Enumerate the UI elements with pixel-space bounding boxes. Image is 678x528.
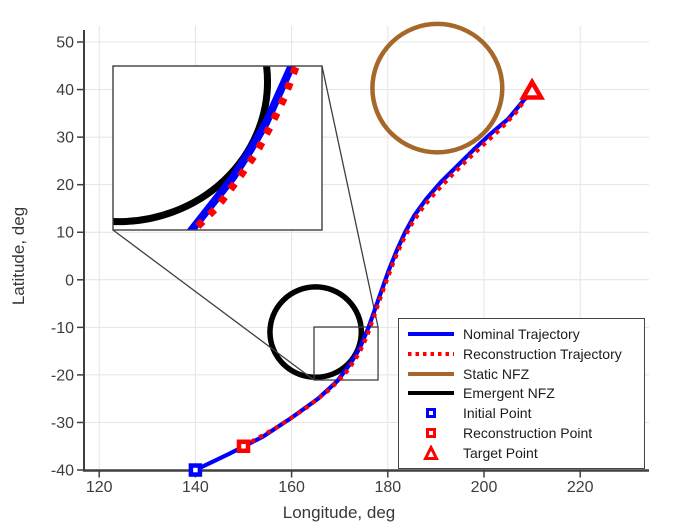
legend: Nominal Trajectory Reconstruction Traject… [398,318,645,469]
legend-swatch-square [426,408,436,419]
y-tick-label: 50 [56,35,74,52]
target-point-marker [519,77,546,100]
x-tick-label: 220 [567,479,594,496]
zoom-connector-line [112,229,315,381]
legend-swatch-triangle [423,444,439,460]
x-tick-label: 200 [471,479,498,496]
initial-point-marker [188,463,203,477]
legend-item-3: Emergent NFZ [406,384,642,402]
x-tick-label: 120 [86,479,113,496]
legend-swatch-line [408,371,454,376]
static-nfz-circle [370,21,505,155]
y-tick-label: 0 [65,272,74,289]
zoom-connector-line [321,65,379,328]
x-tick-label: 160 [278,479,305,496]
inset-box-border [112,65,323,231]
legend-item-2: Static NFZ [406,365,642,383]
inset-emergent-nfz-arc [113,66,271,226]
legend-item-5: Reconstruction Point [406,424,642,442]
legend-swatch-line [408,331,454,336]
legend-item-6: Target Point [406,444,642,462]
legend-swatch-line [408,391,454,396]
reconstruction-trajectory-path [242,88,534,449]
legend-label: Static NFZ [463,365,530,382]
y-tick-label: 10 [56,225,74,242]
y-tick-label: -20 [51,367,74,384]
reconstruction-point-marker [236,439,251,454]
legend-label: Reconstruction Point [463,425,593,442]
y-tick-label: -40 [51,463,74,480]
legend-swatch-square [426,428,436,439]
legend-label: Initial Point [463,405,532,422]
legend-item-4: Initial Point [406,404,642,422]
legend-label: Reconstruction Trajectory [463,345,622,362]
inset-background [113,66,322,230]
x-tick-label: 140 [182,479,209,496]
legend-swatch-dotted-line [408,351,454,356]
x-axis-label: Longitude, deg [282,503,396,522]
y-tick-label: 20 [56,177,74,194]
legend-label: Nominal Trajectory [463,325,580,342]
y-tick-label: 30 [56,130,74,147]
legend-item-1: Reconstruction Trajectory [406,345,642,363]
y-axis-label: Latitude, deg [9,206,28,306]
zoom-source-rect [313,326,379,381]
legend-label: Target Point [463,444,538,461]
y-tick-label: 40 [56,82,74,99]
emergent-nfz-circle [267,284,365,381]
legend-item-0: Nominal Trajectory [406,325,642,343]
inset-content [113,66,301,230]
y-tick-label: -30 [51,415,74,432]
legend-label: Emergent NFZ [463,385,555,402]
x-tick-label: 180 [374,479,401,496]
y-tick-label: -10 [51,320,74,337]
